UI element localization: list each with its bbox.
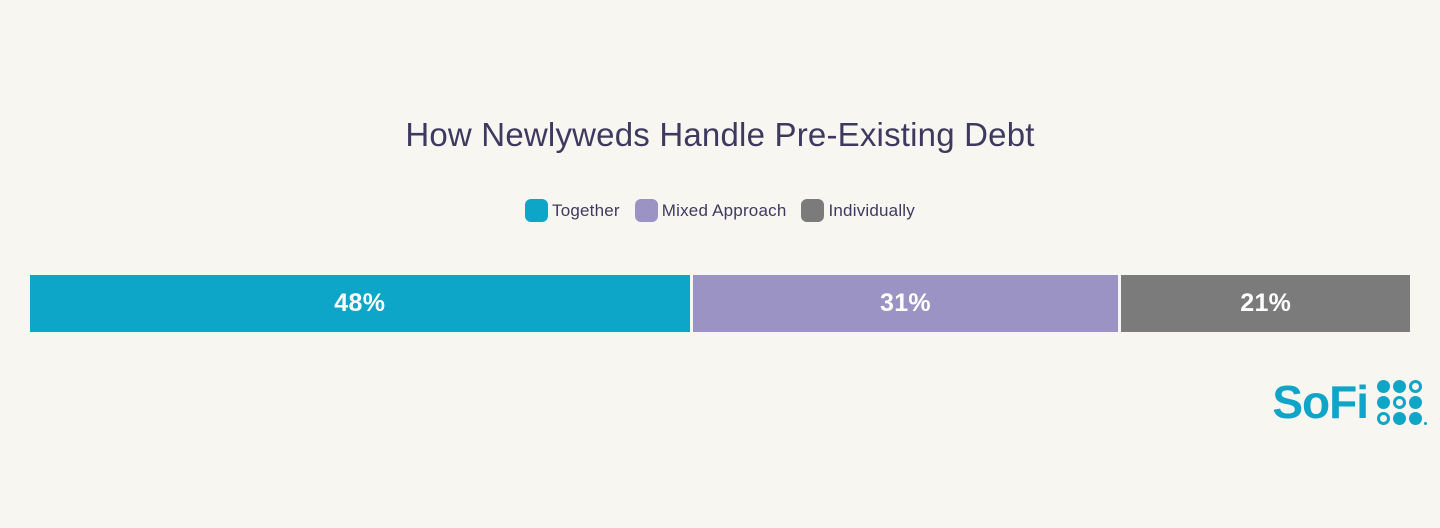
sofi-dots-icon xyxy=(1377,380,1427,425)
legend-item-mixed-approach: Mixed Approach xyxy=(634,199,787,222)
outline-dot-icon xyxy=(1409,380,1422,393)
filled-dot-icon xyxy=(1409,412,1422,425)
filled-dot-icon xyxy=(1393,380,1406,393)
legend-label: Individually xyxy=(828,200,915,220)
stacked-bar: 48% 31% 21% xyxy=(30,275,1410,332)
chart-title: How Newlyweds Handle Pre-Existing Debt xyxy=(405,116,1035,153)
sofi-logo: SoFi xyxy=(1272,375,1427,428)
legend-swatch-icon xyxy=(801,199,825,222)
bar-segment-value: 48% xyxy=(334,289,386,317)
filled-dot-icon xyxy=(1393,412,1406,425)
legend-swatch-icon xyxy=(525,199,548,222)
bar-segment-mixed-approach: 31% xyxy=(692,275,1119,332)
legend-label: Mixed Approach xyxy=(661,200,787,220)
legend-item-individually: Individually xyxy=(801,199,915,222)
legend-label: Together xyxy=(552,200,620,220)
bar-segment-together: 48% xyxy=(30,275,690,332)
trademark-dot xyxy=(1424,422,1427,425)
bar-segment-individually: 21% xyxy=(1121,275,1410,332)
sofi-wordmark: SoFi xyxy=(1272,375,1369,428)
filled-dot-icon xyxy=(1377,380,1390,393)
bar-segment-value: 31% xyxy=(880,289,931,317)
filled-dot-icon xyxy=(1409,396,1422,409)
outline-dot-icon xyxy=(1377,412,1390,425)
chart-legend: Together Mixed Approach Individually xyxy=(0,199,1440,222)
bar-segment-value: 21% xyxy=(1240,289,1292,317)
filled-dot-icon xyxy=(1377,396,1390,409)
legend-item-together: Together xyxy=(525,199,620,222)
outline-dot-icon xyxy=(1393,396,1406,409)
legend-swatch-icon xyxy=(634,199,658,222)
